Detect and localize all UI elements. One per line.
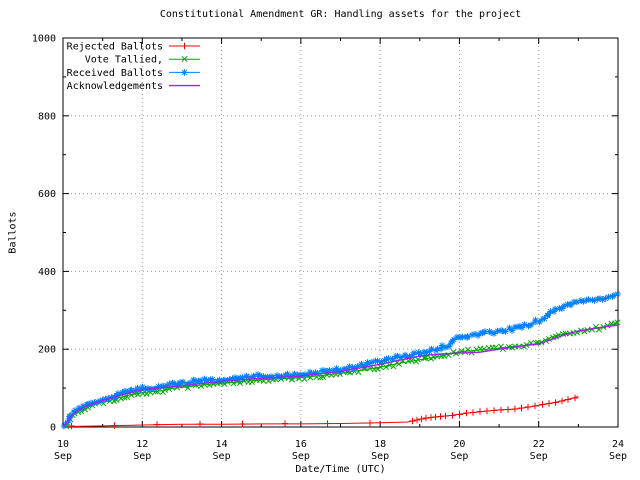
x-tick-label: 24 <box>612 439 624 450</box>
legend-item-acknowledgements: Acknowledgements <box>67 81 200 92</box>
legend-label: Rejected Ballots <box>67 42 163 53</box>
chart-title: Constitutional Amendment GR: Handling as… <box>159 9 522 20</box>
x-tick-month-label: Sep <box>54 451 72 462</box>
legend-label: Vote Tallied, <box>85 55 163 66</box>
y-tick-label: 1000 <box>32 34 56 45</box>
series-acknowledgements <box>62 324 619 428</box>
legend-item-rejected-ballots: Rejected Ballots <box>67 42 200 53</box>
legend-item-vote-tallied: Vote Tallied, <box>85 55 200 66</box>
x-tick-month-label: Sep <box>133 451 151 462</box>
x-tick-month-label: Sep <box>292 451 310 462</box>
x-tick-label: 22 <box>533 439 545 450</box>
series-markers-rejected-ballots <box>68 394 579 430</box>
x-tick-month-label: Sep <box>371 451 389 462</box>
x-tick-month-label: Sep <box>609 451 627 462</box>
legend: Rejected Ballots Vote Tallied, Received Ba… <box>67 42 200 92</box>
series-vote-tallied <box>62 319 621 430</box>
legend-label: Acknowledgements <box>67 81 163 92</box>
x-tick-label: 18 <box>374 439 386 450</box>
legend-sample-rejected-ballots <box>169 42 200 50</box>
legend-sample-vote-tallied <box>169 55 200 63</box>
series-rejected-ballots <box>62 394 579 430</box>
series-line-acknowledgements <box>62 324 619 428</box>
series-markers-vote-tallied <box>62 319 621 430</box>
tick-labels: 10Sep12Sep14Sep16Sep18Sep20Sep22Sep24Sep… <box>32 34 627 463</box>
x-tick-label: 14 <box>216 439 228 450</box>
x-tick-month-label: Sep <box>450 451 468 462</box>
legend-label: Received Ballots <box>67 68 163 79</box>
x-tick-label: 12 <box>136 439 148 450</box>
legend-sample-received-ballots <box>169 69 200 76</box>
legend-item-received-ballots: Received Ballots <box>67 68 200 79</box>
x-tick-month-label: Sep <box>213 451 231 462</box>
x-tick-label: 10 <box>57 439 69 450</box>
x-tick-label: 20 <box>453 439 465 450</box>
y-tick-label: 400 <box>38 267 56 278</box>
y-tick-label: 0 <box>50 423 56 434</box>
series-markers-received-ballots <box>60 290 621 430</box>
y-tick-label: 800 <box>38 111 56 122</box>
y-tick-label: 600 <box>38 189 56 200</box>
grid <box>63 38 618 427</box>
y-tick-label: 200 <box>38 345 56 356</box>
series-received-ballots <box>60 290 621 430</box>
x-tick-label: 16 <box>295 439 307 450</box>
x-tick-month-label: Sep <box>530 451 548 462</box>
axis-ticks <box>62 37 619 428</box>
x-axis-label: Date/Time (UTC) <box>295 464 386 475</box>
